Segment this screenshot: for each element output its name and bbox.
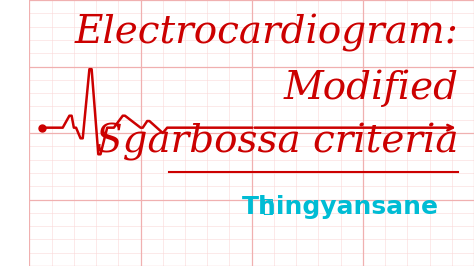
Text: 🩺: 🩺 xyxy=(262,198,273,217)
Text: Sgarbossa criteria: Sgarbossa criteria xyxy=(96,123,458,161)
Text: Thingyansane: Thingyansane xyxy=(242,196,439,219)
Text: Modified: Modified xyxy=(283,69,458,106)
Text: Electrocardiogram:: Electrocardiogram: xyxy=(74,14,458,52)
